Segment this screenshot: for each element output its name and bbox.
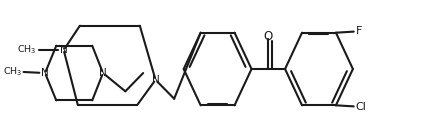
Text: N: N [41, 68, 49, 78]
Text: O: O [264, 30, 273, 43]
Text: Cl: Cl [356, 102, 367, 112]
Text: F: F [356, 26, 362, 36]
Text: N: N [60, 45, 68, 55]
Text: CH$_3$: CH$_3$ [17, 44, 37, 56]
Text: N: N [152, 75, 160, 85]
Text: N: N [99, 68, 107, 78]
Text: CH$_3$: CH$_3$ [3, 66, 22, 78]
